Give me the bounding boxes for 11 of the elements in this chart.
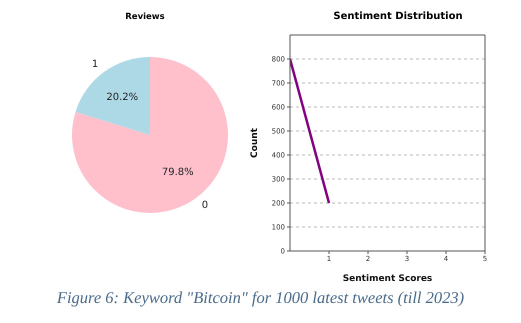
y-axis-title: Count	[250, 127, 260, 158]
data-label: 79.8%	[162, 167, 194, 178]
pie-slice	[72, 57, 228, 213]
pie-slice	[76, 57, 150, 135]
caption: Figure 6: Keyword "Bitcoin" for 1000 latest tweets (till 2023)	[56, 288, 466, 308]
x-axis-title: Sentiment Scores	[342, 274, 432, 284]
slice-label: 1	[92, 59, 98, 70]
chart-title: Reviews	[124, 12, 166, 22]
data-label: 20.2%	[106, 92, 138, 103]
chart-title: Sentiment Distribution	[332, 11, 464, 22]
slice-label: 0	[202, 200, 208, 211]
